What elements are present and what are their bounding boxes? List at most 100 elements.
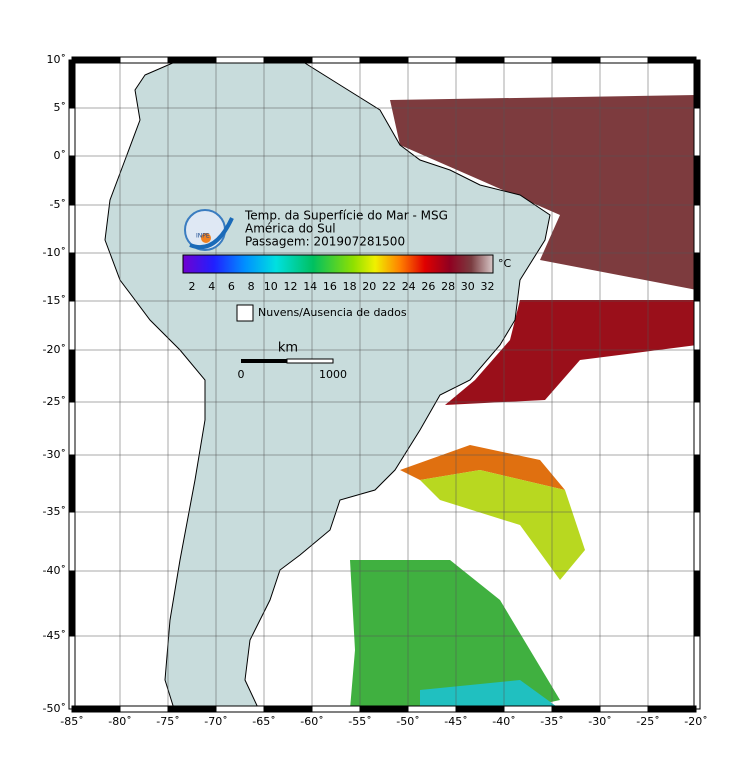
lat-label: -20˚ <box>43 343 66 356</box>
frame-tick <box>693 401 701 456</box>
frame-tick <box>693 107 701 157</box>
lon-label: -40˚ <box>492 715 515 728</box>
frame-tick <box>693 204 701 254</box>
lon-label: -45˚ <box>444 715 467 728</box>
lat-label: -15˚ <box>43 294 66 307</box>
frame-tick <box>68 107 76 157</box>
frame-tick <box>167 705 217 713</box>
lat-label: 5˚ <box>54 101 67 114</box>
frame-tick <box>68 204 76 254</box>
colorbar-label: 14 <box>303 280 317 293</box>
lon-label: -70˚ <box>204 715 227 728</box>
frame-tick <box>693 59 701 109</box>
sst-orange <box>400 445 565 490</box>
frame-tick <box>647 56 697 64</box>
frame-tick <box>311 56 361 64</box>
scale-bar <box>286 358 334 364</box>
colorbar-label: 32 <box>481 280 495 293</box>
lat-label: -45˚ <box>43 629 66 642</box>
logo-sun <box>201 233 211 243</box>
logo-text: INPE <box>196 233 210 240</box>
frame-tick <box>68 300 76 351</box>
frame-tick <box>215 705 265 713</box>
pass-date: Passagem: 201907281500 <box>245 235 405 249</box>
lat-label: -25˚ <box>43 395 66 408</box>
colorbar-label: 6 <box>228 280 235 293</box>
lon-label: -85˚ <box>60 715 83 728</box>
logo-arrow <box>189 217 234 250</box>
frame-tick <box>263 705 313 713</box>
frame-tick <box>359 56 409 64</box>
frame-tick <box>647 705 697 713</box>
frame-tick <box>693 300 701 351</box>
colorbar-label: 2 <box>189 280 196 293</box>
frame-tick <box>263 56 313 64</box>
legend-swatch <box>236 304 254 322</box>
frame-tick <box>119 705 169 713</box>
lat-label: -50˚ <box>43 702 66 715</box>
lat-label: -5˚ <box>50 198 66 211</box>
subtitle: América do Sul <box>245 222 336 236</box>
frame-tick <box>359 705 409 713</box>
frame-tick <box>503 56 553 64</box>
lon-label: -75˚ <box>156 715 179 728</box>
frame-tick <box>693 349 701 403</box>
frame-tick <box>119 56 169 64</box>
frame-tick <box>551 705 601 713</box>
lat-label: -35˚ <box>43 505 66 518</box>
colorbar-label: 10 <box>264 280 278 293</box>
lon-label: -65˚ <box>252 715 275 728</box>
title: Temp. da Superfície do Mar - MSG <box>244 209 448 223</box>
frame-tick <box>455 56 505 64</box>
frame-tick <box>311 705 361 713</box>
scale-bar <box>241 359 287 363</box>
colorbar-label: 24 <box>402 280 416 293</box>
colorbar-label: 28 <box>441 280 455 293</box>
frame-tick <box>68 454 76 513</box>
colorbar-label: 4 <box>208 280 215 293</box>
scale-unit: km <box>278 341 298 356</box>
lon-label: -30˚ <box>588 715 611 728</box>
lat-label: 0˚ <box>54 149 67 162</box>
frame-tick <box>693 570 701 637</box>
lon-label: -80˚ <box>108 715 131 728</box>
frame-tick <box>68 59 76 109</box>
frame-tick <box>503 705 553 713</box>
frame-tick <box>407 56 457 64</box>
lat-label: -30˚ <box>43 448 66 461</box>
lon-label: -60˚ <box>300 715 323 728</box>
colorbar-label: 8 <box>248 280 255 293</box>
colorbar-label: 30 <box>461 280 475 293</box>
colorbar <box>182 254 494 274</box>
frame-tick <box>693 252 701 302</box>
frame-tick <box>407 705 457 713</box>
lon-label: -50˚ <box>396 715 419 728</box>
lat-label: -10˚ <box>43 246 66 259</box>
colorbar-label: 20 <box>362 280 376 293</box>
colorbar-label: 26 <box>421 280 435 293</box>
legend-label: Nuvens/Ausencia de dados <box>258 306 407 319</box>
frame-tick <box>68 155 76 206</box>
frame-tick <box>693 511 701 572</box>
frame-tick <box>693 635 701 710</box>
frame-tick <box>551 56 601 64</box>
colorbar-label: 16 <box>323 280 337 293</box>
frame-tick <box>68 252 76 302</box>
lon-label: -55˚ <box>348 715 371 728</box>
lon-label: -35˚ <box>540 715 563 728</box>
frame-tick <box>68 635 76 710</box>
frame-tick <box>693 454 701 513</box>
sst-cyan <box>420 680 560 709</box>
frame-tick <box>167 56 217 64</box>
frame-tick <box>455 705 505 713</box>
frame-tick <box>68 570 76 637</box>
sst-red <box>445 300 697 405</box>
colorbar-label: 12 <box>284 280 298 293</box>
scale-label: 0 <box>238 368 245 381</box>
lat-label: 10˚ <box>47 53 67 66</box>
colorbar-label: 22 <box>382 280 396 293</box>
frame-tick <box>68 349 76 403</box>
sst-yellow <box>420 470 585 580</box>
lat-label: -40˚ <box>43 564 66 577</box>
